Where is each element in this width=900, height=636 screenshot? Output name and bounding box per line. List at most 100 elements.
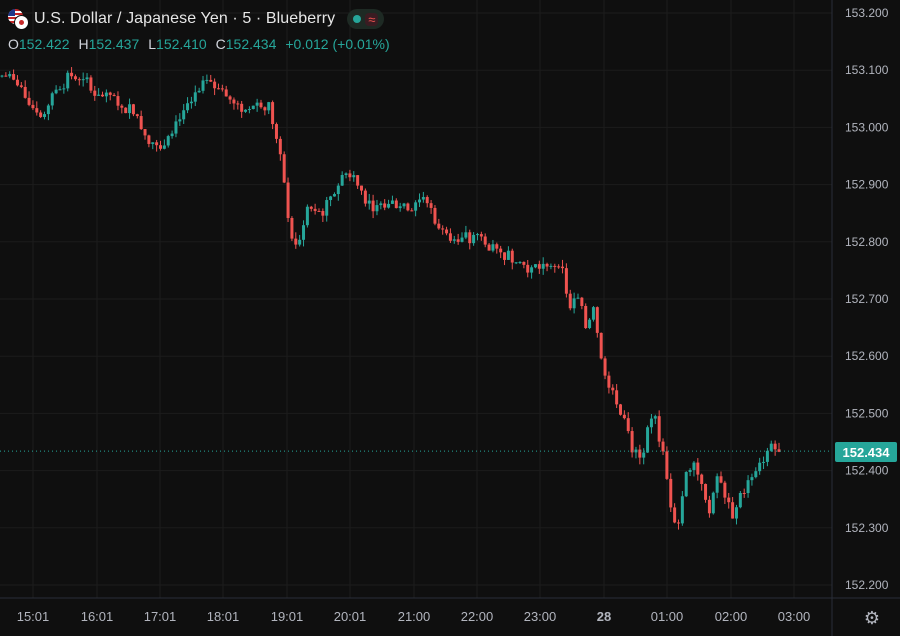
- candle-body: [406, 203, 410, 211]
- candle-body: [750, 477, 754, 481]
- candle-body: [588, 319, 592, 329]
- candle-body: [584, 305, 588, 329]
- y-tick-label: 152.500: [845, 406, 889, 420]
- candle-body: [0, 75, 4, 77]
- candle-body: [162, 145, 166, 149]
- candle-body: [189, 101, 193, 104]
- candle-body: [8, 74, 12, 77]
- status-badges[interactable]: ≈: [347, 9, 385, 29]
- candle-body: [514, 262, 518, 264]
- x-tick-label: 19:01: [271, 609, 304, 624]
- x-tick-label: 21:00: [398, 609, 431, 624]
- candle-body: [81, 79, 85, 81]
- candle-body: [456, 239, 460, 242]
- candle-body: [468, 232, 472, 244]
- candle-body: [336, 185, 340, 195]
- candle-body: [367, 200, 371, 204]
- candle-body: [622, 414, 626, 419]
- candle-body: [182, 110, 186, 120]
- candle-body: [325, 200, 329, 216]
- x-tick-label: 20:01: [334, 609, 367, 624]
- open-label: O: [8, 36, 19, 52]
- candle-body: [773, 443, 777, 450]
- candle-body: [591, 307, 595, 320]
- candle-body: [765, 450, 769, 462]
- candle-body: [101, 94, 105, 97]
- candle-body: [244, 109, 248, 112]
- candle-body: [313, 208, 317, 211]
- candle-body: [35, 108, 39, 113]
- candle-body: [665, 451, 669, 479]
- candle-body: [50, 93, 54, 106]
- candle-body: [174, 121, 178, 134]
- x-tick-label: 03:00: [778, 609, 811, 624]
- data-wave-icon[interactable]: ≈: [365, 12, 379, 26]
- candle-body: [104, 92, 108, 97]
- candle-body: [375, 205, 379, 212]
- candle-body: [649, 418, 653, 428]
- candle-body: [522, 261, 526, 265]
- candle-body: [39, 112, 43, 117]
- candle-body: [263, 107, 267, 111]
- candle-body: [240, 103, 244, 112]
- candle-body: [634, 449, 638, 453]
- candle-body: [166, 136, 170, 146]
- last-price-label: 152.434: [835, 442, 897, 462]
- candle-body: [410, 210, 414, 212]
- candle-body: [379, 203, 383, 206]
- candle-body: [402, 203, 406, 207]
- candle-body: [66, 72, 70, 89]
- candle-body: [19, 85, 23, 87]
- candle-body: [201, 80, 205, 91]
- candle-body: [669, 478, 673, 508]
- settings-gear-icon[interactable]: ⚙: [863, 607, 881, 628]
- candle-body: [414, 202, 418, 211]
- y-tick-label: 153.100: [845, 63, 889, 77]
- candle-body: [561, 266, 565, 269]
- candle-body: [719, 476, 723, 483]
- candle-body: [232, 99, 236, 104]
- candle-body: [93, 90, 97, 96]
- candle-body: [224, 89, 228, 97]
- y-tick-label: 152.900: [845, 178, 889, 192]
- candle-body: [302, 225, 306, 240]
- candle-body: [676, 522, 680, 524]
- candle-body: [653, 416, 657, 419]
- candle-body: [754, 471, 758, 478]
- candle-body: [236, 103, 240, 105]
- candle-body: [638, 449, 642, 458]
- symbol-title[interactable]: U.S. Dollar / Japanese Yen · 5 · Blueber…: [34, 10, 336, 27]
- candle-body: [274, 124, 278, 139]
- candle-body: [684, 472, 688, 497]
- candle-body: [54, 89, 58, 94]
- candle-body: [611, 387, 615, 391]
- candle-body: [572, 298, 576, 309]
- candle-body: [193, 92, 197, 102]
- candle-body: [692, 462, 696, 470]
- candle-body: [615, 390, 619, 405]
- candle-body: [290, 217, 294, 239]
- candle-body: [777, 449, 781, 452]
- candle-body: [309, 206, 313, 209]
- candle-body: [460, 237, 464, 242]
- candle-body: [696, 462, 700, 475]
- candle-body: [433, 207, 437, 224]
- candle-body: [31, 104, 35, 109]
- candle-body: [321, 211, 325, 216]
- candle-body: [530, 267, 534, 273]
- candle-body: [491, 244, 495, 251]
- y-tick-label: 152.400: [845, 464, 889, 478]
- candle-body: [688, 469, 692, 473]
- candle-body: [147, 135, 151, 144]
- candle-body: [344, 173, 348, 176]
- candle-body: [112, 94, 116, 97]
- candle-body: [537, 264, 541, 269]
- candle-body: [340, 175, 344, 186]
- x-tick-label: 16:01: [81, 609, 114, 624]
- candle-body: [568, 293, 572, 309]
- y-tick-label: 152.300: [845, 521, 889, 535]
- candle-body: [131, 104, 135, 115]
- candle-body: [305, 206, 309, 226]
- candle-body: [630, 431, 634, 453]
